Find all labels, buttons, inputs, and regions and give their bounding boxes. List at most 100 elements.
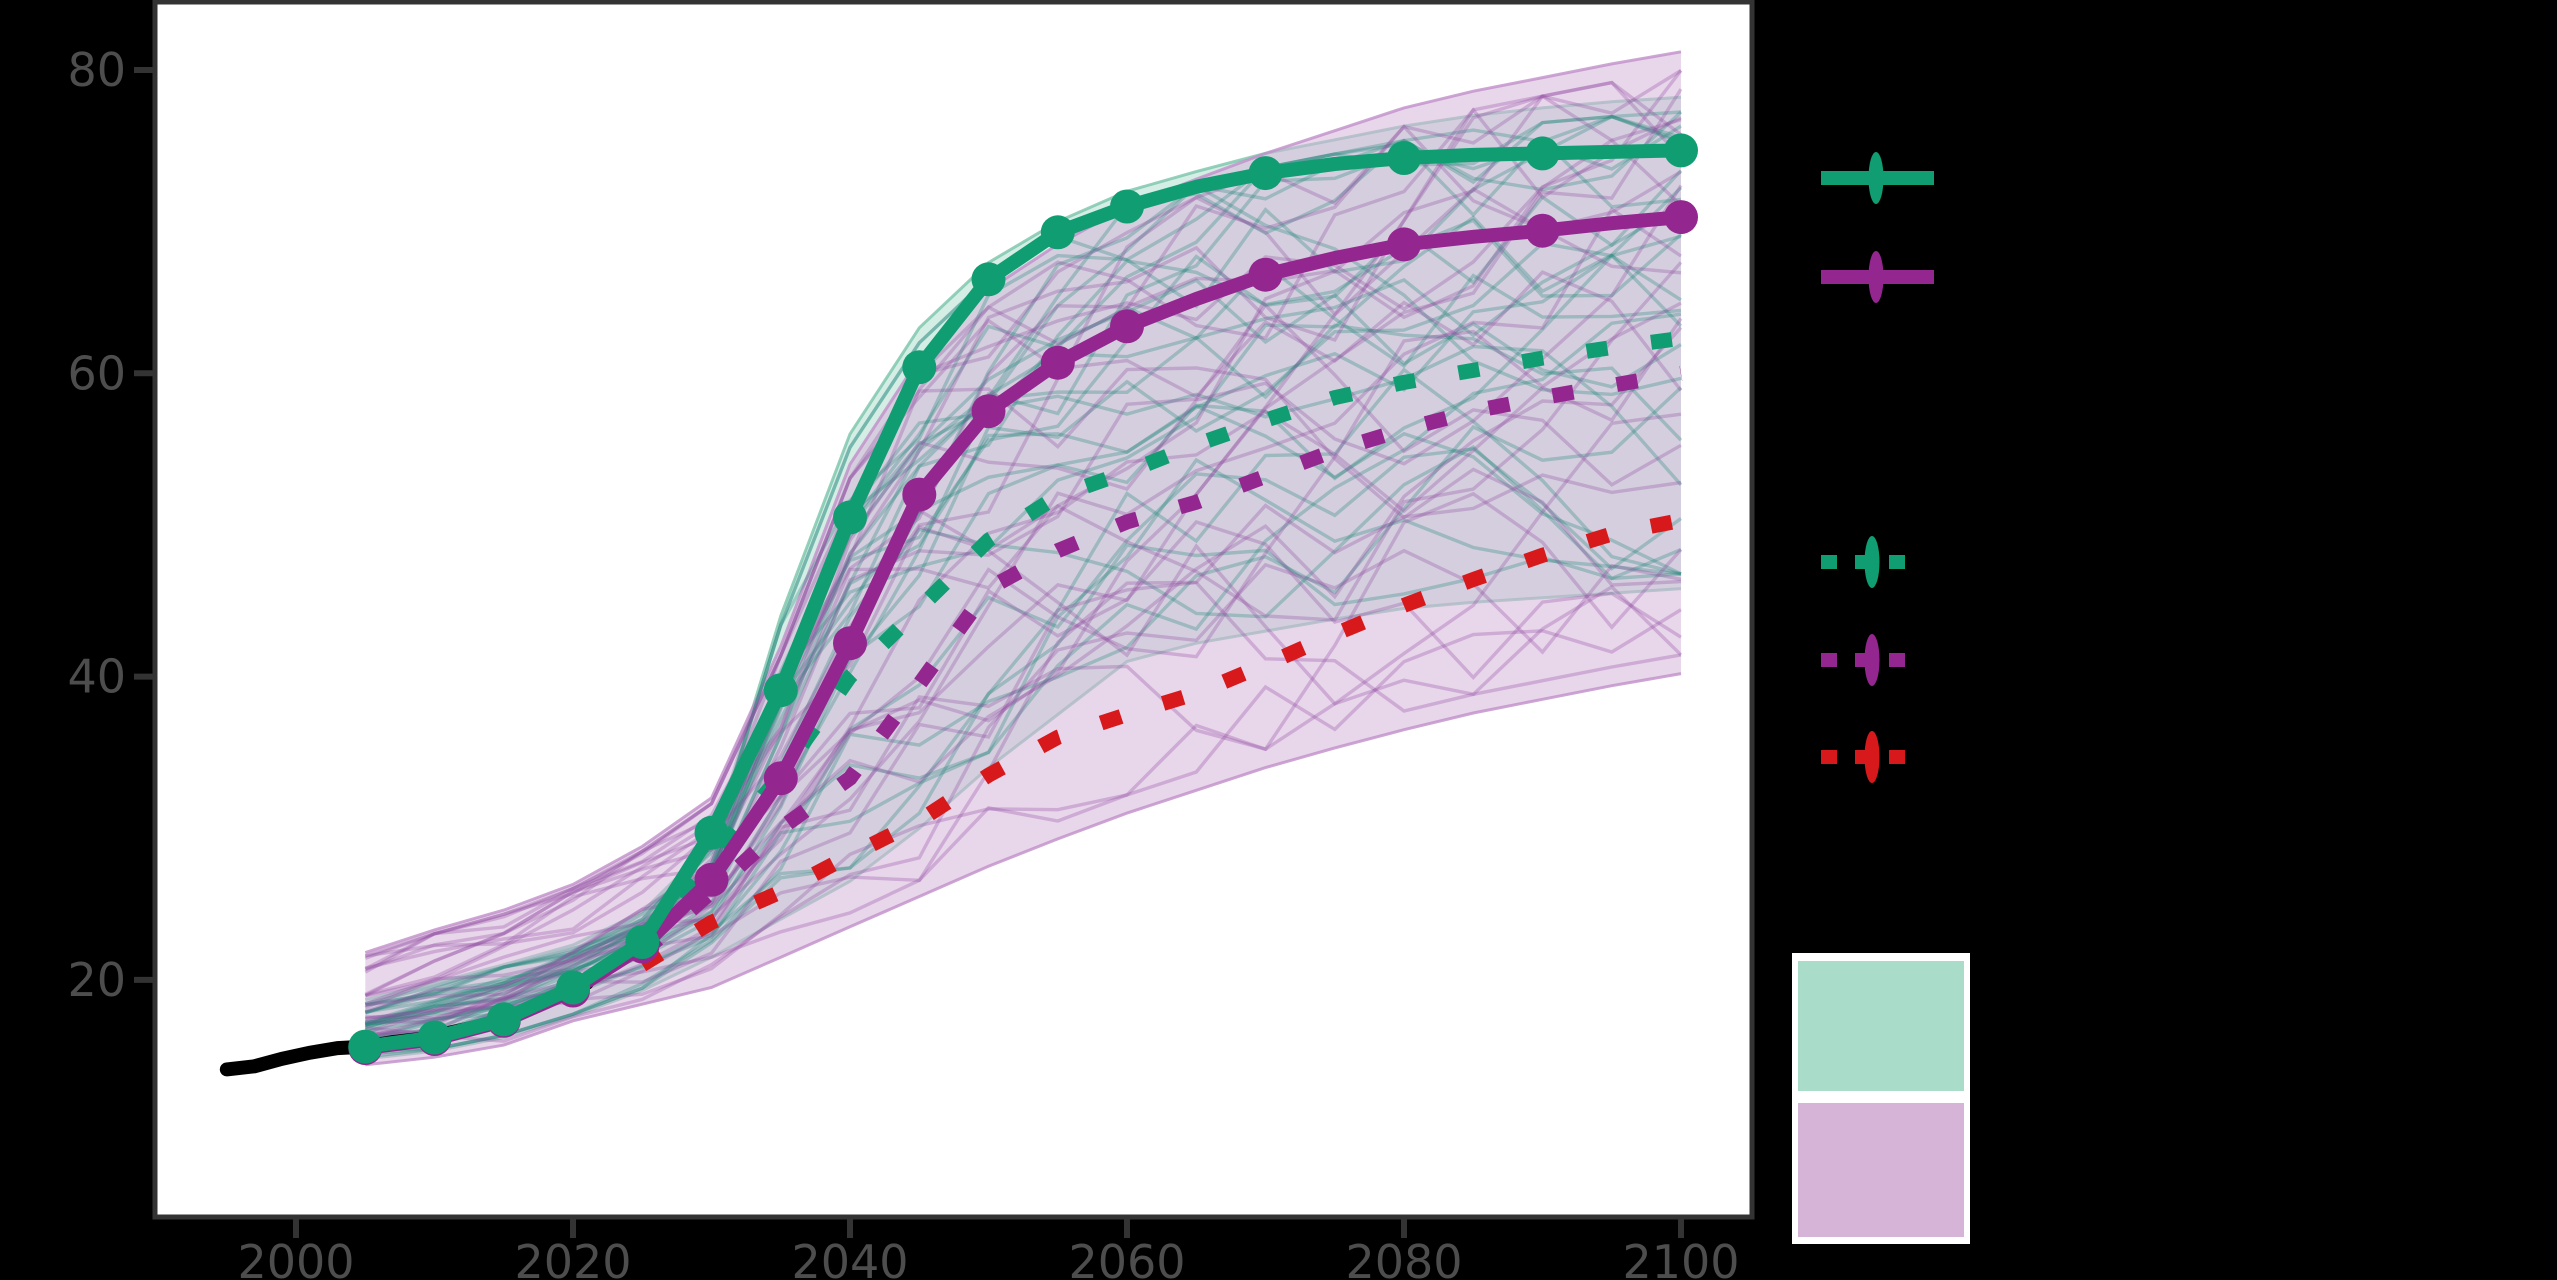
x-tick-label-2100: 2100 [1622, 1235, 1739, 1280]
purple-solid-scenario-marker-2070 [1248, 257, 1283, 292]
legend [1821, 152, 1934, 783]
x-tick-label-2020: 2020 [514, 1235, 631, 1280]
green-solid-scenario-marker-2060 [1110, 189, 1144, 224]
purple-solid-scenario-marker-2060 [1110, 309, 1144, 344]
ensemble-line [365, 404, 1682, 1024]
green-solid-scenario-marker-2035 [763, 673, 798, 708]
ensemble-line [364, 323, 1683, 1026]
purple-range-band-upper-edge [364, 50, 1682, 955]
ensemble-line [365, 508, 1683, 1024]
purple-solid-scenario-marker-2035 [763, 761, 798, 796]
ensemble-line [364, 184, 1683, 997]
ensemble-line [364, 253, 1683, 1027]
purple-dashed-median [637, 365, 1683, 959]
purple-dashed-key [1821, 634, 1919, 686]
ensemble-line [364, 69, 1682, 998]
purple-solid-scenario-marker-2040 [833, 626, 867, 661]
y-tick-label-60: 60 [67, 346, 126, 400]
purple-solid-scenario-marker-2045 [902, 477, 937, 512]
ensemble-line [365, 206, 1682, 1021]
y-tick-label-20: 20 [67, 953, 126, 1007]
ensemble-line [365, 317, 1683, 1007]
green-solid-scenario-marker-2080 [1387, 141, 1421, 175]
green-solid-scenario-marker-2015 [486, 1002, 521, 1037]
green-solid-scenario-marker-2100 [1664, 133, 1698, 168]
purple-solid-key-point [1868, 251, 1884, 303]
purple-solid-scenario-marker-2080 [1387, 227, 1421, 262]
x-axis: 2000 2020 2040 2060 2080 2100 [237, 1235, 1739, 1280]
ensemble-line [364, 366, 1682, 971]
green-solid-scenario-marker-2040 [833, 500, 867, 535]
ensemble-line [364, 186, 1682, 1056]
purple-dashed-key-point [1864, 634, 1880, 686]
ensemble-line [365, 386, 1683, 1056]
green-solid-scenario-marker-2025 [625, 925, 660, 959]
ensemble-line [364, 301, 1682, 1006]
ensemble-line [365, 326, 1683, 1038]
purple-range-band-lower-edge [365, 672, 1682, 1067]
purple-solid-scenario-marker-2055 [1040, 345, 1075, 380]
ensemble-line [364, 137, 1682, 1014]
ensemble-line [365, 447, 1682, 1059]
ensemble-line [364, 270, 1683, 958]
red-dashed-key-point [1864, 731, 1880, 783]
green-solid-key [1821, 152, 1934, 204]
y-axis: 80 60 40 20 [67, 43, 126, 1007]
ensemble-line [364, 107, 1682, 972]
ensemble-line [364, 261, 1683, 960]
legend-swatch-box [1792, 953, 1970, 1244]
green-dashed-key-point [1864, 536, 1880, 588]
ensemble-line [364, 80, 1683, 970]
ensemble-line [364, 124, 1682, 1030]
purple-solid-scenario-marker-2050 [971, 394, 1006, 429]
ensemble-line [364, 69, 1683, 1010]
ensemble-line [365, 110, 1682, 1014]
green-solid-scenario-marker-2070 [1248, 156, 1283, 191]
green-solid-scenario-marker-2020 [556, 970, 590, 1005]
green-solid-scenario-marker-2050 [971, 262, 1006, 297]
green-solid-scenario-marker-2045 [902, 350, 937, 385]
ensemble-line [364, 194, 1682, 1043]
axes-layer [134, 67, 1684, 1238]
green-dashed-key [1821, 536, 1919, 588]
green-dashed-median [636, 330, 1682, 955]
ensemble-line [365, 548, 1682, 1043]
ensemble-line [364, 117, 1682, 974]
ensemble-line [364, 124, 1682, 998]
green-solid-scenario-marker-2055 [1040, 215, 1075, 250]
green-solid-key-point [1868, 152, 1884, 204]
purple-solid-scenario-marker-2090 [1525, 213, 1560, 248]
y-tick-label-80: 80 [67, 43, 126, 97]
ensemble-line [365, 302, 1682, 1020]
green-solid-scenario-marker-2005 [348, 1029, 383, 1064]
y-tick-label-40: 40 [67, 650, 126, 704]
x-tick-label-2080: 2080 [1345, 1235, 1462, 1280]
ensemble-line [364, 80, 1683, 996]
ensemble-line [364, 344, 1683, 1015]
purple-solid-scenario-marker-2100 [1664, 200, 1698, 235]
uncertainty-bands-layer [364, 50, 1682, 1067]
x-tick-label-2040: 2040 [791, 1235, 908, 1280]
ensemble-line [365, 183, 1682, 1007]
purple-solid-key [1821, 251, 1934, 303]
green-solid-scenario-marker-2090 [1525, 136, 1560, 171]
purple-solid-scenario-marker-2030 [694, 862, 729, 897]
ensemble-line [364, 169, 1683, 1026]
ensemble-line [364, 520, 1682, 1014]
series-lines-layer [219, 133, 1698, 1077]
red-dashed-key [1821, 731, 1919, 783]
ensemble-line [365, 94, 1683, 958]
purple-range-swatch [1798, 1103, 1964, 1237]
ensemble-line [364, 278, 1682, 1032]
green-solid-scenario-marker-2010 [417, 1020, 452, 1055]
ensemble-line [365, 543, 1682, 1052]
x-tick-label-2000: 2000 [237, 1235, 354, 1280]
ensemble-line [364, 114, 1682, 1025]
red-dashed-median [638, 513, 1683, 972]
green-range-swatch [1798, 961, 1964, 1091]
green-solid-scenario-marker-2030 [694, 815, 729, 850]
x-tick-label-2060: 2060 [1068, 1235, 1185, 1280]
ensemble-line [364, 186, 1683, 1015]
